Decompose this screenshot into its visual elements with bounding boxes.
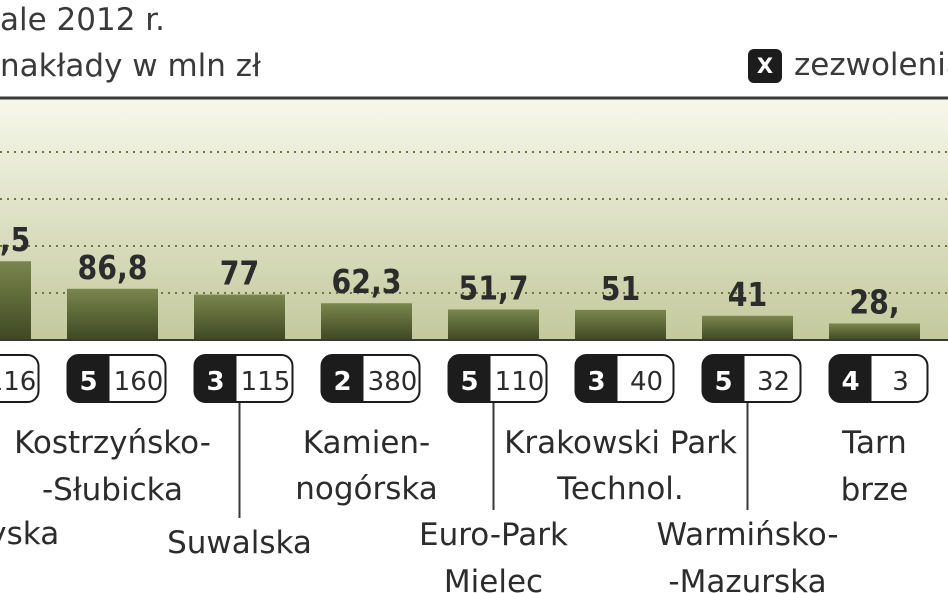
value-label-0: 133,5 — [0, 221, 30, 260]
legend-label: zezwolenia — [794, 47, 948, 83]
bar-7 — [829, 323, 920, 340]
leader-lines — [238, 402, 749, 518]
box-value-0: 116 — [0, 367, 36, 397]
permit-count-bg-1 — [67, 355, 110, 402]
permit-count-bg-3 — [321, 355, 364, 402]
value-label-7: 28, — [849, 283, 899, 322]
box-value-6: 32 — [757, 367, 790, 397]
category-name-4-1: Mielec — [444, 564, 543, 593]
value-label-4: 51,7 — [458, 269, 528, 308]
value-label-2: 77 — [220, 255, 259, 294]
bar-1 — [67, 288, 158, 340]
category-name-1-0: Kostrzyńsko- — [14, 425, 211, 461]
bar-0 — [0, 261, 31, 340]
permit-count-2: 3 — [206, 367, 224, 397]
box-value-7: 3 — [892, 367, 909, 397]
bars — [0, 261, 920, 340]
value-label-1: 86,8 — [77, 249, 147, 288]
category-name-3-1: nogórska — [295, 471, 438, 507]
category-name-7-1: brze — [841, 472, 909, 508]
value-label-6: 41 — [728, 276, 767, 315]
category-name-6-0: Warmińsko- — [656, 517, 838, 553]
permit-count-7: 4 — [841, 367, 859, 397]
permit-count-6: 5 — [714, 367, 732, 397]
box-value-2: 115 — [241, 367, 291, 397]
permit-count-5: 3 — [587, 367, 605, 397]
box-value-1: 160 — [114, 367, 164, 397]
period-label: ale 2012 r. — [0, 2, 166, 38]
box-value-5: 40 — [630, 367, 663, 397]
category-name-0-0: ałbrzyska — [0, 516, 59, 552]
category-name-3-0: Kamien- — [303, 425, 431, 461]
bar-2 — [194, 294, 285, 340]
box-value-3: 380 — [368, 367, 418, 397]
category-name-5-0: Krakowski Park — [504, 425, 737, 461]
permit-count-1: 5 — [79, 367, 97, 397]
category-name-6-1: -Mazurska — [668, 564, 826, 593]
category-name-5-1: Technol. — [556, 471, 684, 507]
permit-count-3: 2 — [333, 367, 351, 397]
category-name-7-0: Tarn — [841, 425, 907, 461]
permit-count-bg-7 — [829, 355, 872, 402]
bar-5 — [575, 309, 666, 340]
value-label-3: 62,3 — [331, 263, 401, 302]
permit-count-4: 5 — [460, 367, 478, 397]
value-label-5: 51 — [601, 270, 640, 309]
permit-count-bg-2 — [194, 355, 237, 402]
legend-symbol-box: X — [748, 49, 782, 83]
bar-6 — [702, 315, 793, 340]
bar-4 — [448, 309, 539, 340]
category-name-1-1: -Słubicka — [42, 472, 183, 508]
permit-count-bg-6 — [702, 355, 745, 402]
permit-count-bg-4 — [448, 355, 491, 402]
legend: X zezwolenia — [748, 47, 948, 87]
permit-box-0 — [0, 354, 40, 403]
labels: 133,5 4 116 ałbrzyska 86,8 5 160 Kostrzyńsko- -S… — [0, 221, 929, 593]
bar-3 — [321, 303, 412, 340]
box-value-4: 110 — [495, 367, 545, 397]
unit-label: nakłady w mln zł — [0, 48, 261, 84]
category-name-4-0: Euro-Park — [419, 517, 568, 553]
category-name-2-0: Suwalska — [167, 525, 312, 561]
legend-symbol: X — [756, 54, 774, 78]
permit-count-bg-5 — [575, 355, 618, 402]
